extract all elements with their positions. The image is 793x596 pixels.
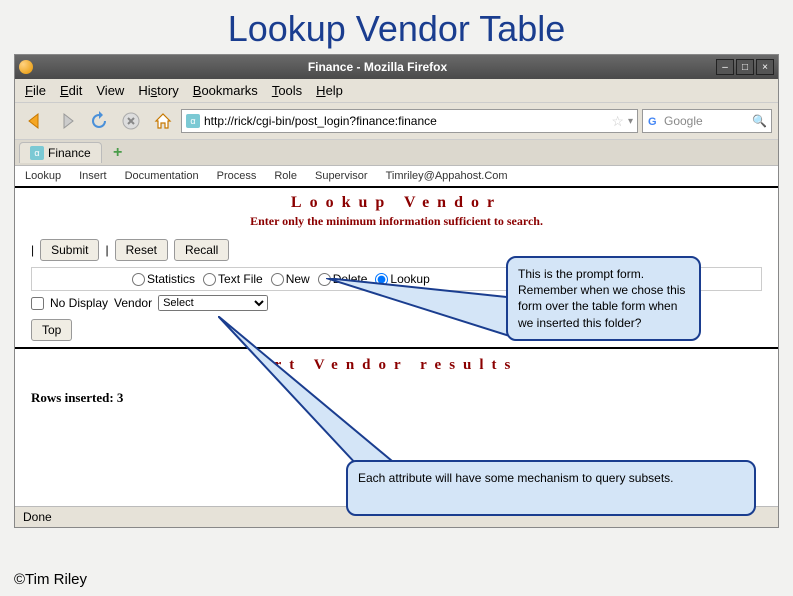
submit-button[interactable]: Submit	[40, 239, 99, 261]
callout-prompt-form: This is the prompt form. Remember when w…	[506, 256, 701, 341]
radio-new[interactable]: New	[271, 272, 310, 286]
close-button[interactable]: ×	[756, 59, 774, 75]
nav-process[interactable]: Process	[217, 170, 257, 182]
new-tab-button[interactable]: +	[108, 144, 128, 162]
menu-history[interactable]: History	[138, 83, 178, 98]
url-bar[interactable]: α http://rick/cgi-bin/post_login?finance…	[181, 109, 638, 133]
maximize-button[interactable]: □	[736, 59, 754, 75]
url-dropdown-icon[interactable]: ▾	[628, 116, 633, 127]
search-icon[interactable]: 🔍	[752, 114, 767, 128]
home-button[interactable]	[149, 107, 177, 135]
stop-button[interactable]	[117, 107, 145, 135]
callout-attribute-query: Each attribute will have some mechanism …	[346, 460, 756, 516]
nav-lookup[interactable]: Lookup	[25, 170, 61, 182]
search-box[interactable]: G Google 🔍	[642, 109, 772, 133]
radio-statistics[interactable]: Statistics	[132, 272, 195, 286]
nodisplay-label: No Display	[50, 296, 108, 310]
pipe-left: |	[31, 243, 34, 257]
reset-button[interactable]: Reset	[115, 239, 168, 261]
google-icon: G	[647, 114, 661, 128]
menu-edit[interactable]: Edit	[60, 83, 82, 98]
status-text: Done	[23, 510, 52, 524]
menu-tools[interactable]: Tools	[272, 83, 302, 98]
nav-supervisor[interactable]: Supervisor	[315, 170, 368, 182]
menubar: File Edit View History Bookmarks Tools H…	[15, 79, 778, 103]
menu-file[interactable]: File	[25, 83, 46, 98]
nav-documentation[interactable]: Documentation	[125, 170, 199, 182]
menu-bookmarks[interactable]: Bookmarks	[193, 83, 258, 98]
nodisplay-checkbox[interactable]	[31, 297, 44, 310]
window-title: Finance - Mozilla Firefox	[39, 60, 716, 74]
top-button[interactable]: Top	[31, 319, 72, 341]
recall-button[interactable]: Recall	[174, 239, 229, 261]
menu-help[interactable]: Help	[316, 83, 343, 98]
tab-finance[interactable]: α Finance	[19, 142, 102, 163]
toolbar: α http://rick/cgi-bin/post_login?finance…	[15, 103, 778, 140]
bookmark-star-icon[interactable]: ☆	[611, 113, 624, 130]
tab-site-icon: α	[30, 146, 44, 160]
pipe-right: |	[105, 243, 108, 257]
app-nav: Lookup Insert Documentation Process Role…	[15, 166, 778, 188]
tab-label: Finance	[48, 146, 91, 160]
menu-view[interactable]: View	[96, 83, 124, 98]
radio-textfile[interactable]: Text File	[203, 272, 263, 286]
url-text: http://rick/cgi-bin/post_login?finance:f…	[204, 114, 607, 128]
page-heading: Lookup Vendor	[15, 188, 778, 214]
tab-bar: α Finance +	[15, 140, 778, 166]
nav-insert[interactable]: Insert	[79, 170, 107, 182]
page-subheading: Enter only the minimum information suffi…	[15, 214, 778, 235]
svg-text:G: G	[648, 116, 657, 128]
vendor-select[interactable]: Select	[158, 295, 268, 311]
vendor-label: Vendor	[114, 296, 152, 310]
firefox-icon	[19, 60, 33, 74]
back-button[interactable]	[21, 107, 49, 135]
nav-email[interactable]: Timriley@Appahost.Com	[386, 170, 508, 182]
minimize-button[interactable]: –	[716, 59, 734, 75]
nav-role[interactable]: Role	[274, 170, 297, 182]
callout2-tail	[218, 316, 418, 476]
slide-title: Lookup Vendor Table	[0, 0, 793, 54]
titlebar: Finance - Mozilla Firefox – □ ×	[15, 55, 778, 79]
reload-button[interactable]	[85, 107, 113, 135]
forward-button[interactable]	[53, 107, 81, 135]
copyright: ©Tim Riley	[14, 571, 87, 588]
site-icon: α	[186, 114, 200, 128]
search-placeholder: Google	[664, 114, 703, 128]
